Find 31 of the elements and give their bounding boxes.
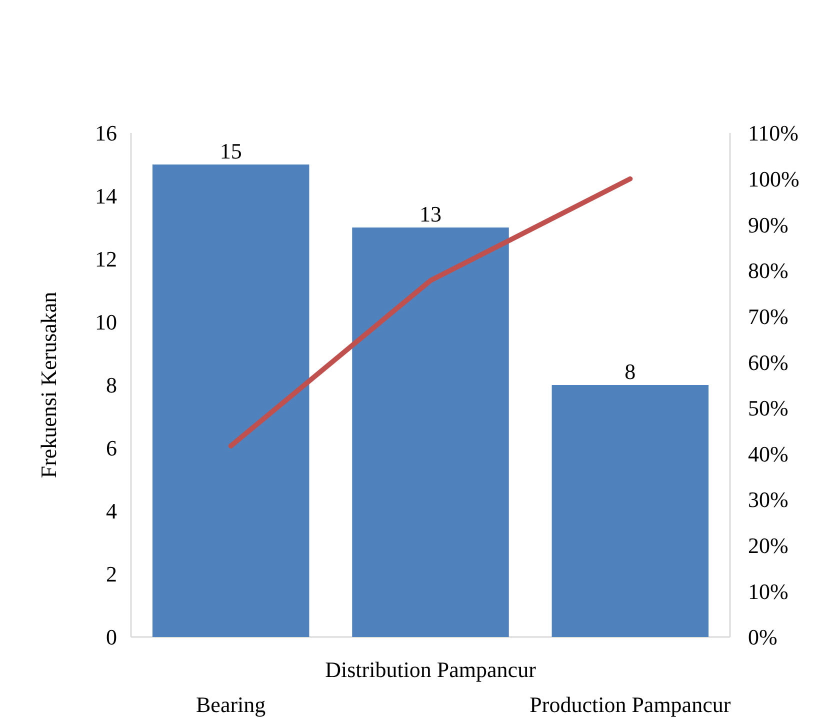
- x-tick-label: Production Pampancur: [530, 692, 732, 717]
- y-axis-title: Frekuensi Kerusakan: [36, 292, 61, 478]
- x-tick-label: Distribution Pampancur: [325, 657, 537, 682]
- y2-tick-label: 50%: [748, 396, 788, 421]
- y2-tick-label: 10%: [748, 578, 788, 604]
- y-tick-label: 10: [95, 310, 117, 335]
- y2-tick-label: 90%: [748, 212, 788, 238]
- y-tick-label: 14: [95, 184, 117, 209]
- y-tick-label: 4: [106, 498, 117, 524]
- y-tick-label: 6: [106, 436, 117, 461]
- y2-tick-label: 30%: [748, 487, 788, 512]
- y2-tick-label: 20%: [748, 533, 788, 558]
- y2-tick-label: 80%: [748, 258, 788, 284]
- y-tick-label: 16: [95, 120, 117, 146]
- y2-tick-label: 100%: [748, 166, 800, 192]
- y-tick-label: 8: [106, 372, 117, 398]
- data-label: 15: [220, 138, 242, 164]
- bar: [552, 385, 709, 637]
- bar: [152, 164, 310, 637]
- y-tick-label: 12: [95, 246, 117, 272]
- x-tick-label: Bearing: [196, 692, 266, 717]
- y2-tick-label: 0%: [748, 624, 778, 650]
- y2-tick-label: 110%: [748, 120, 799, 146]
- y2-tick-label: 40%: [748, 441, 788, 466]
- y-tick-label: 2: [106, 562, 117, 587]
- data-label: 8: [624, 359, 636, 384]
- data-label: 13: [420, 202, 442, 226]
- y2-tick-label: 60%: [748, 350, 788, 375]
- bar: [352, 228, 509, 637]
- y2-tick-label: 70%: [748, 304, 788, 329]
- y-tick-label: 0: [106, 624, 117, 650]
